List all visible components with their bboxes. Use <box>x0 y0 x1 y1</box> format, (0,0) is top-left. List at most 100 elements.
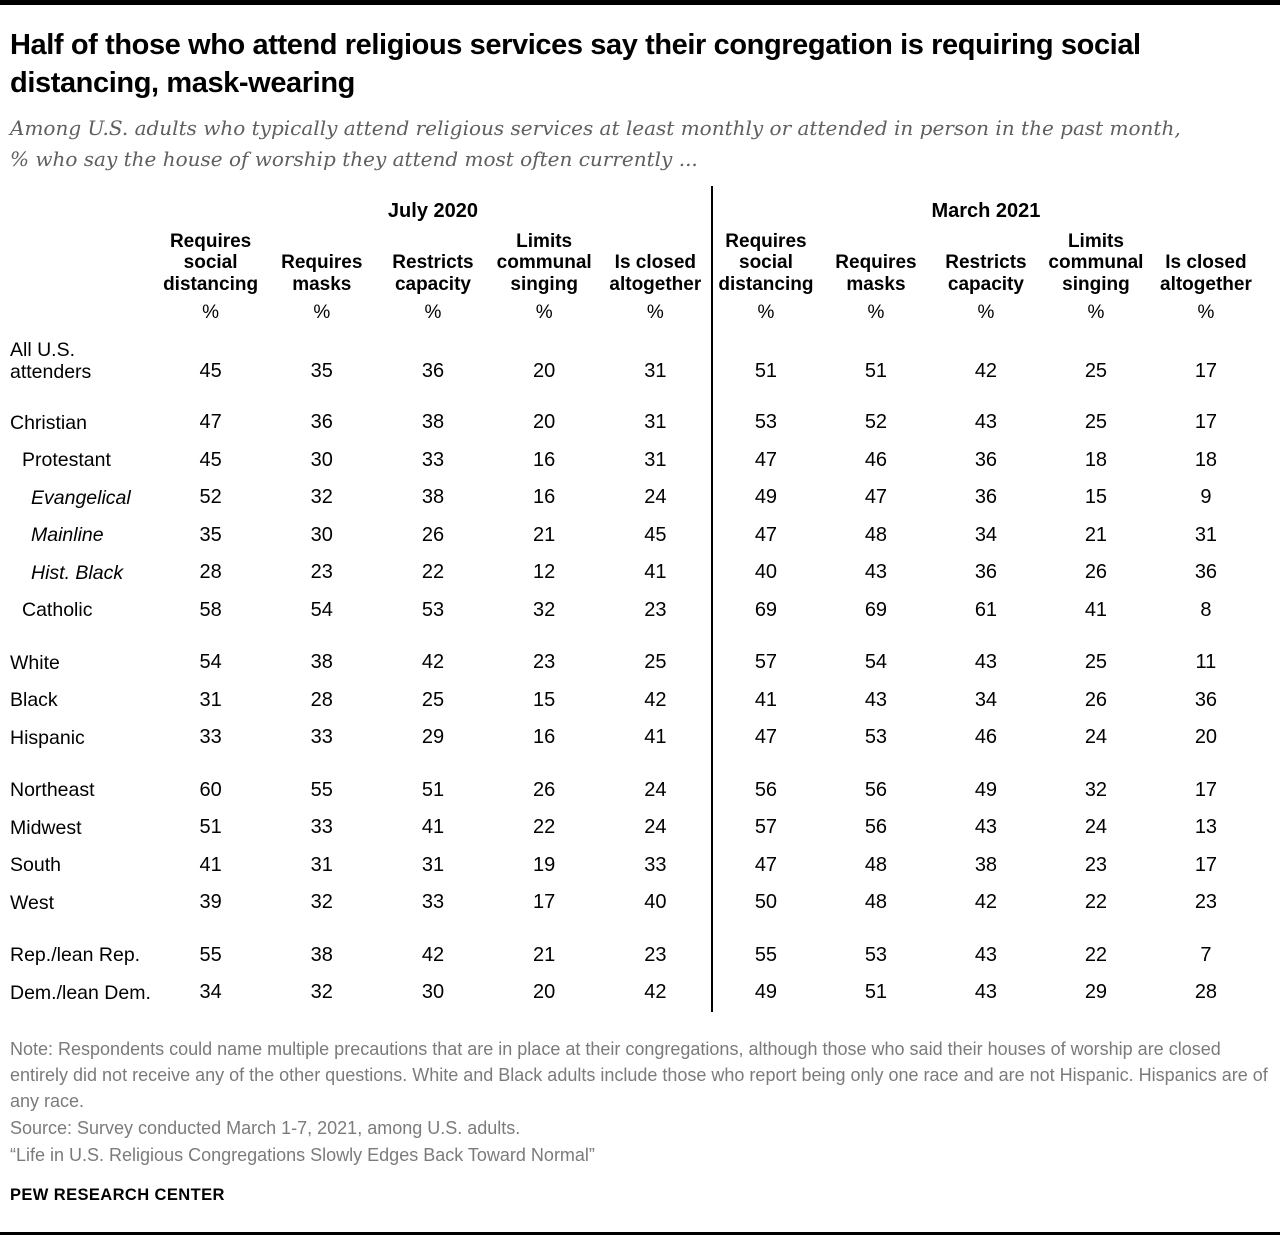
top-rule <box>0 0 1280 5</box>
value-cell: 51 <box>754 360 778 383</box>
value-cell: 36 <box>974 448 998 471</box>
value-cell: 23 <box>1084 853 1108 876</box>
value-cell: 20 <box>533 981 556 1004</box>
value-cell: 52 <box>864 411 888 434</box>
table-row: White 54 38 42 23 25 57 54 43 25 11 <box>10 644 1270 682</box>
unit-label: % <box>1087 302 1105 324</box>
row-label: Northeast <box>10 779 95 802</box>
value-cell: 16 <box>533 448 556 471</box>
row-label: West <box>10 891 55 914</box>
row-label: Dem./lean Dem. <box>10 981 151 1004</box>
value-cell: 17 <box>1194 853 1218 876</box>
value-cell: 60 <box>199 778 222 801</box>
value-cell: 41 <box>199 853 222 876</box>
value-cell: 40 <box>754 561 778 584</box>
column-group-march-2021: March 2021 <box>931 199 1041 222</box>
value-cell: 28 <box>1194 981 1218 1004</box>
value-cell: 31 <box>310 853 333 876</box>
data-table: July 2020 March 2021 Requires social dis… <box>10 185 1270 1012</box>
value-cell: 45 <box>644 523 667 546</box>
value-cell: 28 <box>199 561 222 584</box>
value-cell: 43 <box>974 981 998 1004</box>
row-label: Catholic <box>22 599 93 622</box>
column-header: Is closed altogether <box>1160 252 1252 295</box>
value-cell: 48 <box>864 523 888 546</box>
citation-text: “Life in U.S. Religious Congregations Sl… <box>10 1144 595 1165</box>
unit-empty-cell <box>10 295 155 331</box>
value-cell: 55 <box>754 943 778 966</box>
value-cell: 41 <box>644 561 667 584</box>
value-cell: 32 <box>310 486 333 509</box>
column-header: Requires masks <box>281 252 363 295</box>
column-header: Is closed altogether <box>609 252 702 295</box>
value-cell: 40 <box>644 891 667 914</box>
unit-label: % <box>202 302 220 324</box>
note-text: Note: Respondents could name multiple pr… <box>10 1038 1268 1111</box>
table-row: Northeast 60 55 51 26 24 56 56 49 32 17 <box>10 772 1270 810</box>
column-group-divider <box>711 185 713 1012</box>
column-header: Requires social distancing <box>718 230 814 295</box>
row-label: White <box>10 651 60 674</box>
value-cell: 11 <box>1195 651 1217 674</box>
value-cell: 23 <box>644 943 667 966</box>
value-cell: 36 <box>974 561 998 584</box>
value-cell: 53 <box>864 726 888 749</box>
value-cell: 19 <box>533 853 556 876</box>
value-cell: 51 <box>421 778 445 801</box>
value-cell: 42 <box>421 943 445 966</box>
value-cell: 22 <box>533 816 556 839</box>
value-cell: 36 <box>421 360 445 383</box>
unit-label: % <box>424 302 442 324</box>
column-header: Restricts capacity <box>392 252 474 295</box>
brand-footer: PEW RESEARCH CENTER <box>10 1185 225 1204</box>
value-cell: 51 <box>199 816 222 839</box>
value-cell: 23 <box>644 598 667 621</box>
value-cell: 42 <box>644 981 667 1004</box>
value-cell: 61 <box>974 598 998 621</box>
table-row: Christian 47 36 38 20 31 53 52 43 25 17 <box>10 404 1270 442</box>
table-row: Protestant 45 30 33 16 31 47 46 36 18 18 <box>10 442 1270 480</box>
value-cell: 15 <box>1084 486 1108 509</box>
value-cell: 28 <box>310 688 333 711</box>
value-cell: 18 <box>1084 448 1108 471</box>
unit-label: % <box>867 302 885 324</box>
value-cell: 26 <box>533 778 556 801</box>
table-row: Mainline 35 30 26 21 45 47 48 34 21 31 <box>10 517 1270 555</box>
value-cell: 46 <box>864 448 888 471</box>
value-cell: 36 <box>310 411 333 434</box>
value-cell: 7 <box>1200 943 1212 966</box>
value-cell: 15 <box>533 688 556 711</box>
value-cell: 49 <box>754 486 778 509</box>
row-label: Protestant <box>22 449 111 472</box>
value-cell: 48 <box>864 891 888 914</box>
value-cell: 30 <box>310 448 333 471</box>
row-label: Hispanic <box>10 726 85 749</box>
value-cell: 47 <box>754 523 778 546</box>
value-cell: 35 <box>199 523 222 546</box>
table-row: Catholic 58 54 53 32 23 69 69 61 41 8 <box>10 592 1270 630</box>
value-cell: 46 <box>974 726 998 749</box>
value-cell: 17 <box>1194 778 1218 801</box>
value-cell: 36 <box>974 486 998 509</box>
unit-label: % <box>757 302 775 324</box>
value-cell: 54 <box>310 598 333 621</box>
value-cell: 34 <box>199 981 222 1004</box>
table-body: All U.S. attenders 45 35 36 20 31 51 51 42 25 17 Ch… <box>10 331 1270 1012</box>
value-cell: 55 <box>199 943 222 966</box>
value-cell: 21 <box>1084 523 1108 546</box>
value-cell: 29 <box>1084 981 1108 1004</box>
value-cell: 13 <box>1194 816 1218 839</box>
value-cell: 58 <box>199 598 222 621</box>
value-cell: 32 <box>310 981 333 1004</box>
value-cell: 12 <box>533 561 556 584</box>
value-cell: 34 <box>974 523 998 546</box>
value-cell: 22 <box>1084 891 1108 914</box>
value-cell: 54 <box>864 651 888 674</box>
value-cell: 31 <box>421 853 445 876</box>
value-cell: 42 <box>974 360 998 383</box>
value-cell: 43 <box>974 651 998 674</box>
value-cell: 51 <box>864 981 888 1004</box>
value-cell: 23 <box>310 561 333 584</box>
row-label: Mainline <box>31 524 104 547</box>
value-cell: 49 <box>974 778 998 801</box>
